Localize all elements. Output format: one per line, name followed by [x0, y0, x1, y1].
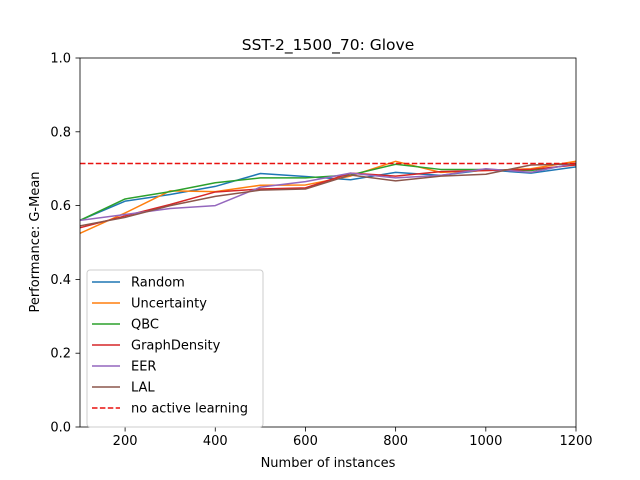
- legend-label-random: Random: [131, 276, 185, 291]
- x-tick-label: 800: [383, 434, 408, 449]
- y-tick-label: 0.2: [50, 347, 71, 362]
- series-line-graphdensity: [80, 164, 576, 229]
- x-tick-label: 400: [203, 434, 228, 449]
- x-axis-ticks: 200 400 600 800 1000 1200: [113, 427, 593, 449]
- legend-label-lal: LAL: [131, 381, 155, 396]
- legend: Random Uncertainty QBC GraphDensity EER LAL no…: [86, 269, 264, 428]
- y-tick-label: 0.6: [50, 199, 71, 214]
- y-tick-label: 0.8: [50, 125, 71, 140]
- plot-frame: [79, 57, 577, 428]
- legend-box: [86, 269, 264, 428]
- series-lines: [80, 160, 576, 235]
- x-axis-label: Number of instances: [261, 456, 396, 471]
- x-tick-label: 600: [293, 434, 318, 449]
- y-tick-label: 1.0: [50, 52, 71, 67]
- y-axis-ticks: 0.0 0.2 0.4 0.6 0.8 1.0: [50, 52, 80, 436]
- legend-label-uncertainty: Uncertainty: [131, 297, 207, 312]
- x-tick-label: 200: [113, 434, 138, 449]
- y-tick-label: 0.0: [50, 421, 71, 436]
- plot-area: [79, 57, 577, 428]
- series-line-eer: [80, 162, 576, 222]
- y-tick-label: 0.4: [50, 273, 71, 288]
- legend-label-eer: EER: [131, 360, 156, 375]
- y-axis-label: Performance: G-Mean: [28, 171, 43, 312]
- x-tick-label: 1200: [559, 434, 592, 449]
- x-tick-label: 1000: [469, 434, 502, 449]
- legend-label-no-active-learning: no active learning: [131, 402, 248, 417]
- legend-label-graphdensity: GraphDensity: [131, 339, 221, 354]
- chart-title: SST-2_1500_70: Glove: [242, 36, 415, 55]
- series-line-lal: [80, 163, 576, 227]
- legend-label-qbc: QBC: [131, 318, 159, 333]
